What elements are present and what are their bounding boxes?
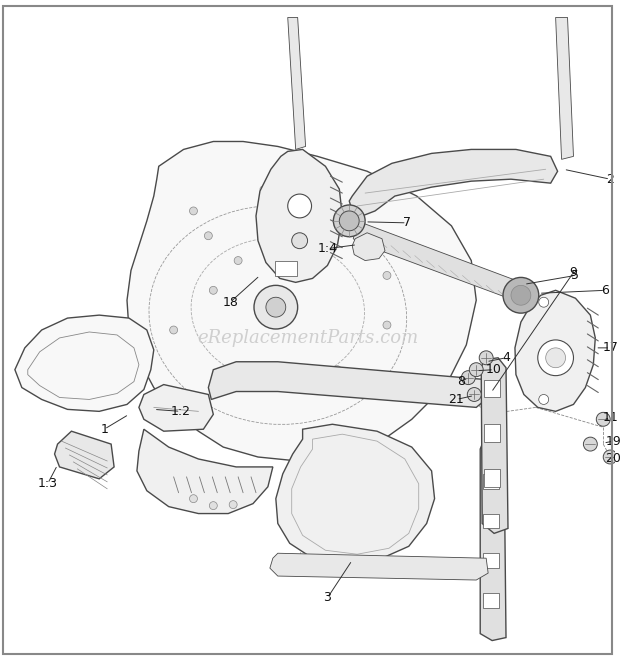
Bar [483, 474, 499, 489]
Text: 21: 21 [448, 393, 464, 406]
Text: 19: 19 [605, 435, 620, 447]
Circle shape [479, 351, 493, 365]
Polygon shape [556, 17, 574, 159]
Bar [483, 513, 499, 529]
Circle shape [603, 450, 617, 464]
Polygon shape [256, 149, 342, 282]
Circle shape [503, 277, 539, 313]
Circle shape [190, 207, 197, 215]
Text: 3: 3 [324, 591, 331, 605]
Text: 6: 6 [601, 284, 609, 297]
Polygon shape [127, 141, 476, 461]
Circle shape [210, 502, 217, 510]
Text: 4: 4 [502, 351, 510, 364]
Polygon shape [15, 315, 154, 411]
Text: 1:2: 1:2 [170, 405, 190, 418]
Circle shape [383, 321, 391, 329]
Text: 10: 10 [486, 363, 502, 376]
Circle shape [229, 501, 237, 509]
Text: 5: 5 [572, 269, 580, 282]
Polygon shape [515, 290, 595, 411]
Text: 7: 7 [403, 216, 411, 229]
Circle shape [334, 205, 365, 237]
Polygon shape [276, 424, 435, 563]
Polygon shape [480, 437, 506, 641]
Bar [484, 379, 500, 397]
Circle shape [383, 271, 391, 279]
Bar [484, 424, 500, 442]
Bar [275, 261, 296, 277]
Polygon shape [270, 553, 488, 580]
Circle shape [190, 495, 197, 503]
Text: 1: 1 [100, 422, 108, 436]
Circle shape [210, 286, 217, 294]
Text: 1:4: 1:4 [317, 242, 337, 255]
Bar [483, 593, 499, 608]
Circle shape [511, 285, 531, 305]
Text: 1:3: 1:3 [38, 477, 58, 490]
Circle shape [467, 387, 481, 401]
Text: 9: 9 [570, 266, 577, 279]
Text: eReplacementParts.com: eReplacementParts.com [197, 329, 418, 347]
Bar [483, 553, 499, 568]
Circle shape [266, 297, 286, 317]
Circle shape [291, 233, 308, 249]
Circle shape [461, 371, 476, 385]
Circle shape [288, 194, 311, 218]
Polygon shape [139, 385, 213, 431]
Bar [484, 469, 500, 487]
Polygon shape [55, 431, 114, 478]
Text: 11: 11 [602, 411, 618, 424]
Circle shape [539, 297, 549, 307]
Circle shape [334, 227, 342, 235]
Text: 18: 18 [222, 296, 238, 309]
Circle shape [254, 285, 298, 329]
Circle shape [334, 366, 342, 374]
Circle shape [596, 412, 610, 426]
Polygon shape [353, 223, 521, 300]
Circle shape [469, 363, 483, 377]
Polygon shape [137, 429, 273, 513]
Polygon shape [208, 362, 488, 407]
Circle shape [304, 371, 311, 379]
Circle shape [170, 326, 177, 334]
Circle shape [546, 348, 565, 368]
Text: 20: 20 [605, 453, 620, 465]
Polygon shape [349, 149, 557, 216]
Polygon shape [481, 358, 508, 533]
Polygon shape [352, 233, 385, 261]
Polygon shape [288, 17, 306, 149]
Circle shape [583, 437, 597, 451]
Circle shape [234, 257, 242, 265]
Circle shape [205, 232, 212, 240]
Text: 8: 8 [458, 375, 466, 388]
Circle shape [539, 395, 549, 405]
Text: 2: 2 [606, 173, 614, 185]
Circle shape [538, 340, 574, 376]
Circle shape [339, 211, 359, 231]
Text: 17: 17 [602, 341, 618, 354]
